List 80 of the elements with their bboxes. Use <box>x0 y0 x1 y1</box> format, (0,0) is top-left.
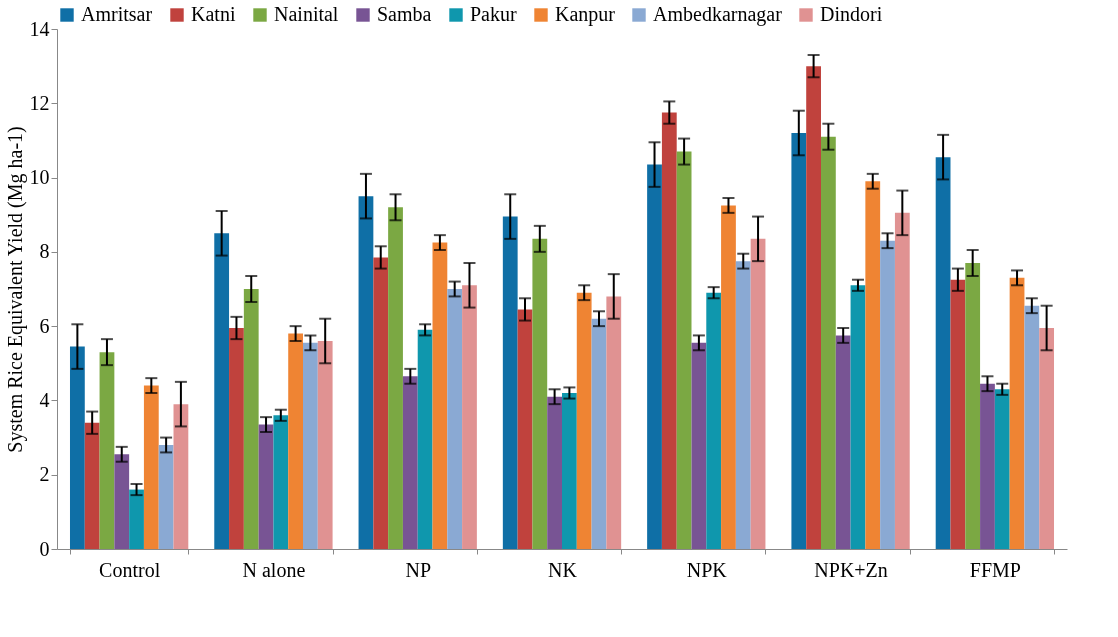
bar <box>258 424 274 549</box>
bar <box>721 205 736 549</box>
bar <box>114 454 130 549</box>
bar <box>69 346 85 549</box>
x-tick-label: FFMP <box>969 558 1021 581</box>
bar <box>243 289 259 549</box>
bar <box>980 383 995 549</box>
bar <box>273 415 289 549</box>
bar <box>791 133 807 549</box>
y-tick-label: 4 <box>39 388 50 411</box>
bar <box>502 216 518 549</box>
bar <box>303 342 318 549</box>
y-tick-label: 0 <box>39 537 50 560</box>
y-tick-label: 12 <box>29 91 50 114</box>
legend-label: Pakur <box>470 3 517 25</box>
bar <box>676 151 692 549</box>
bar <box>935 157 951 549</box>
bar <box>1039 328 1055 549</box>
x-tick-label: NK <box>548 558 578 581</box>
bar <box>358 196 374 549</box>
bar <box>547 396 562 549</box>
bar <box>229 328 244 549</box>
x-tick-label: NPK <box>686 558 728 581</box>
bar <box>691 342 707 549</box>
legend-label: Dindori <box>820 3 883 25</box>
bar <box>99 352 115 549</box>
bar <box>894 212 910 549</box>
bar <box>373 257 389 549</box>
bar <box>1009 277 1025 549</box>
bar <box>388 207 403 549</box>
bar <box>447 289 463 549</box>
x-tick-label: NPK+Zn <box>814 558 888 581</box>
bar <box>158 445 174 549</box>
bar <box>517 309 533 549</box>
bar <box>432 242 448 549</box>
bar <box>84 422 100 549</box>
bar <box>317 341 333 549</box>
bar <box>950 279 966 549</box>
bar <box>865 181 881 549</box>
bar <box>806 66 821 549</box>
legend-label: Kanpur <box>555 3 616 26</box>
bar <box>288 333 304 549</box>
bar <box>965 263 981 549</box>
bar <box>606 296 622 549</box>
bar <box>532 238 548 549</box>
y-tick-label: 8 <box>39 240 50 263</box>
x-tick-label: N alone <box>242 558 306 581</box>
legend-label: Nainital <box>274 3 339 25</box>
y-tick-label: 6 <box>39 314 50 337</box>
y-axis-title: System Rice Equivalent Yield (Mg ha-1) <box>3 126 27 453</box>
y-tick-label: 10 <box>29 166 50 189</box>
bar <box>129 489 144 549</box>
x-tick-label: NP <box>405 558 431 581</box>
bar <box>850 285 866 549</box>
legend-label: Amritsar <box>81 3 153 25</box>
bar <box>591 318 607 549</box>
bar <box>735 261 751 549</box>
legend-label: Katni <box>191 3 236 25</box>
y-tick-label: 2 <box>39 463 50 486</box>
bar <box>661 112 677 549</box>
bar <box>562 393 577 549</box>
bar <box>402 376 418 549</box>
bar <box>835 335 851 549</box>
bar <box>576 292 592 549</box>
bar <box>706 292 722 549</box>
bar <box>880 240 895 549</box>
bar <box>1024 305 1040 549</box>
bar <box>214 233 230 549</box>
bar <box>994 389 1010 549</box>
bar <box>417 329 433 549</box>
bar <box>647 164 662 549</box>
bar <box>750 238 766 549</box>
legend-label: Samba <box>377 3 432 25</box>
x-tick-label: Control <box>99 558 161 581</box>
bar <box>143 385 159 549</box>
bar <box>173 404 189 549</box>
bar <box>820 136 836 549</box>
y-tick-label: 14 <box>29 17 50 40</box>
bar <box>462 285 477 549</box>
legend-label: Ambedkarnagar <box>653 3 783 26</box>
